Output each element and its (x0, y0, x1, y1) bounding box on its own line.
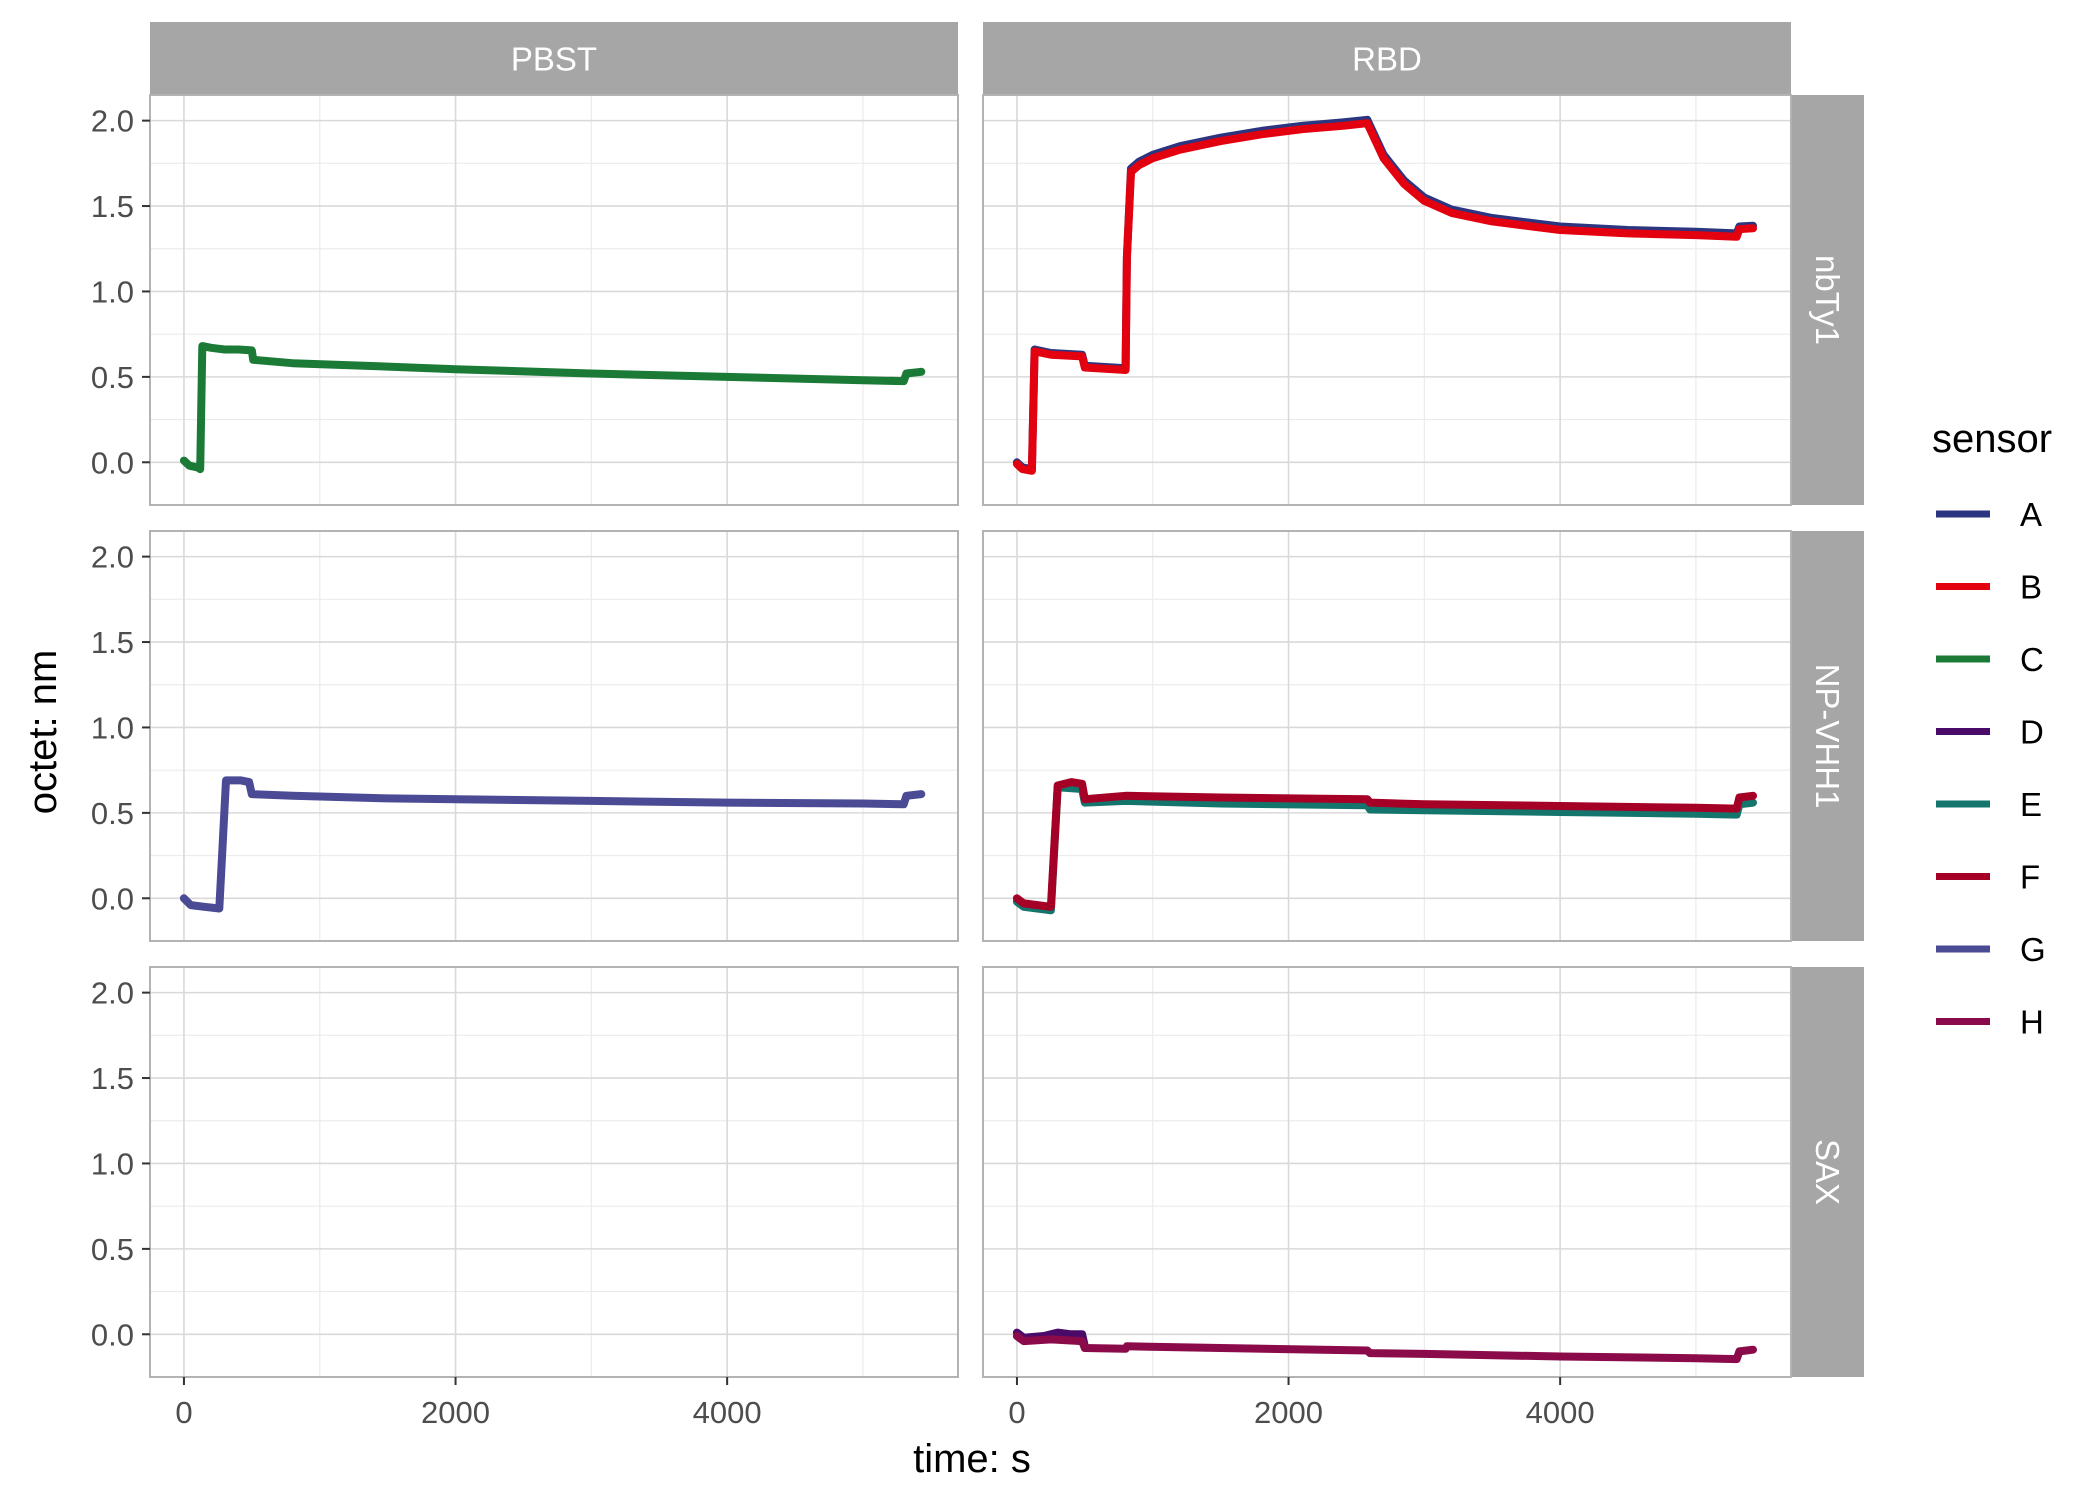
y-tick-label: 0.0 (91, 1317, 134, 1352)
legend-label: G (2020, 931, 2046, 968)
column-strip-rbd (983, 22, 1791, 95)
legend-label: E (2020, 786, 2042, 823)
legend-label: C (2020, 641, 2044, 678)
panel-grid (150, 967, 958, 1377)
panel-border (982, 966, 1792, 1378)
y-tick-label: 1.5 (91, 189, 134, 224)
row-strip-np-vhh1 (1791, 531, 1864, 941)
panel-background (983, 967, 1791, 1377)
panel-series (1012, 778, 1757, 915)
series-line-c (179, 342, 926, 474)
row-strip-label: NP-VHH1 (1809, 664, 1846, 809)
series-line-f (1012, 778, 1757, 911)
panel-background (150, 95, 958, 505)
panel-series (1012, 115, 1757, 475)
x-tick-label: 4000 (1526, 1395, 1595, 1430)
y-tick-label: 0.5 (91, 1232, 134, 1267)
legend-label: D (2020, 714, 2044, 751)
panel-grid (983, 967, 1791, 1377)
panel-border (982, 530, 1792, 942)
legend-title: sensor (1932, 417, 2052, 461)
legend-label: A (2020, 496, 2042, 533)
panels-layer: PBST RBD nbTy1 NP-VHH1 SAX 0.0 0.5 1.0 1.5 2.0 0.0… (91, 22, 1864, 1430)
x-tick-label: 0 (1008, 1395, 1025, 1430)
y-tick-label: 1.0 (91, 710, 134, 745)
panel-grid (150, 531, 958, 941)
y-tick-label: 0.5 (91, 796, 134, 831)
y-tick-label: 1.0 (91, 1146, 134, 1181)
y-tick-label: 1.0 (91, 274, 134, 309)
panel-border (149, 94, 959, 506)
panel-series (179, 342, 926, 474)
x-tick-label: 2000 (1254, 1395, 1323, 1430)
y-tick-label: 1.5 (91, 625, 134, 660)
series-line-h (1012, 1332, 1757, 1364)
x-tick-label: 0 (175, 1395, 192, 1430)
panel-background (150, 967, 958, 1377)
series-line-b (1012, 119, 1757, 475)
row-strip-sax (1791, 967, 1864, 1377)
y-tick-label: 2.0 (91, 540, 134, 575)
panel-border (149, 530, 959, 942)
column-strip-pbst (150, 22, 958, 95)
column-strip-label: RBD (1352, 41, 1422, 78)
legend-label: B (2020, 569, 2042, 606)
panel-border (149, 966, 959, 1378)
panel-border (982, 94, 1792, 506)
y-axis-title: octet: nm (21, 650, 65, 815)
y-tick-label: 2.0 (91, 104, 134, 139)
panel-background (983, 531, 1791, 941)
y-tick-label: 0.0 (91, 881, 134, 916)
y-tick-label: 0.0 (91, 445, 134, 480)
legend-label: H (2020, 1004, 2044, 1041)
x-tick-label: 4000 (693, 1395, 762, 1430)
row-strip-nbty1 (1791, 95, 1864, 505)
panel-grid (983, 531, 1791, 941)
y-tick-label: 2.0 (91, 976, 134, 1011)
x-tick-label: 2000 (421, 1395, 490, 1430)
column-strip-label: PBST (511, 41, 597, 78)
panel-grid (150, 95, 958, 505)
row-strip-label: SAX (1809, 1139, 1846, 1205)
panel-series (1012, 1328, 1757, 1364)
y-tick-label: 0.5 (91, 360, 134, 395)
series-line-g (179, 776, 926, 913)
x-axis-title: time: s (913, 1437, 1031, 1481)
panel-series (179, 776, 926, 913)
legend-label: F (2020, 859, 2040, 896)
y-tick-label: 1.5 (91, 1061, 134, 1096)
row-strip-label: nbTy1 (1809, 255, 1846, 345)
panel-background (150, 531, 958, 941)
